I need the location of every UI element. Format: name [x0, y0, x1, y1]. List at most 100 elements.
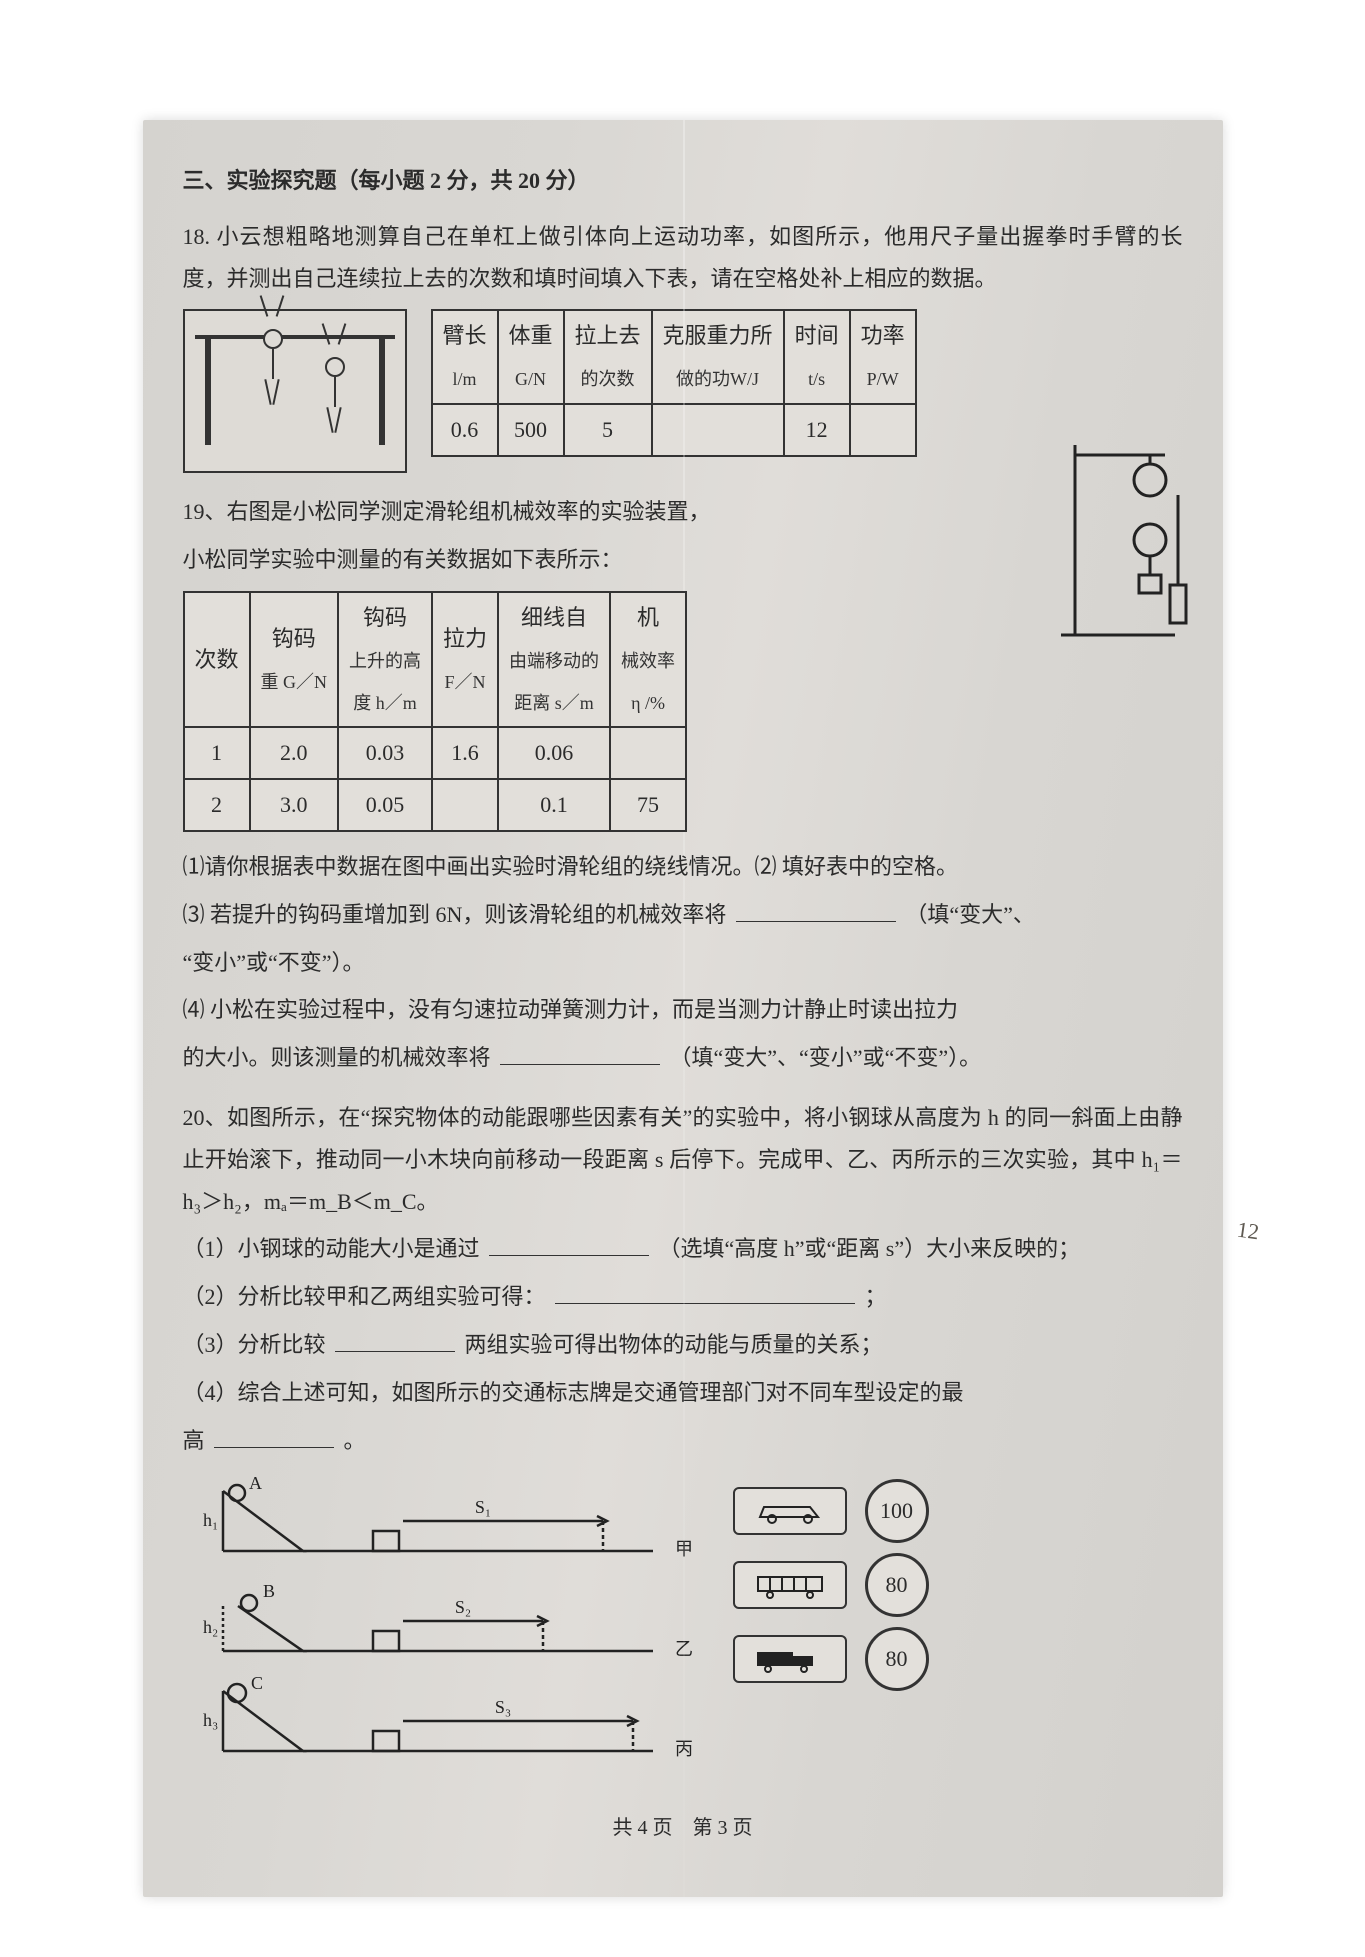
svg-text:甲: 甲: [675, 1539, 693, 1559]
cell: l/m: [453, 369, 477, 389]
cell: 0.05: [338, 779, 432, 831]
cell: 0.6: [432, 404, 498, 456]
q20-q3: （3）分析比较 两组实验可得出物体的动能与质量的关系；: [183, 1324, 1183, 1366]
q19-intro1: 19、右图是小松同学测定滑轮组机械效率的实验装置，: [183, 491, 1183, 533]
q19-intro2: 小松同学实验中测量的有关数据如下表所示：: [183, 539, 1183, 581]
text: （1）小钢球的动能大小是通过: [183, 1236, 480, 1261]
svg-text:S₃: S₃: [494, 1697, 510, 1717]
svg-text:C: C: [251, 1673, 263, 1693]
text: （2）分析比较甲和乙两组实验可得：: [183, 1284, 546, 1309]
svg-text:A: A: [249, 1473, 262, 1493]
cell: 由端移动的: [509, 651, 599, 671]
cell: 距离 s／m: [514, 693, 594, 713]
sign-row: 80: [733, 1553, 993, 1617]
speed-sign: 80: [865, 1553, 929, 1617]
bus-icon: [733, 1561, 847, 1609]
q20-q4: （4）综合上述可知，如图所示的交通标志牌是交通管理部门对不同车型设定的最: [183, 1372, 1183, 1414]
text: （填“变大”、: [905, 902, 1035, 927]
cell: 上升的高: [349, 651, 421, 671]
person-up: [243, 329, 303, 379]
text: （4）综合上述可知，如图所示的交通标志牌是交通管理部门对不同车型设定的最: [183, 1380, 964, 1405]
cell: 3.0: [250, 779, 339, 831]
cell: 钩码: [272, 626, 316, 651]
page-footer: 共 4 页 第 3 页: [183, 1809, 1183, 1847]
cell: 度 h／m: [353, 693, 417, 713]
svg-text:S₂: S₂: [454, 1597, 470, 1617]
q19-p1: ⑴请你根据表中数据在图中画出实验时滑轮组的绕线情况。⑵ 填好表中的空格。: [183, 846, 1183, 888]
cell: 1: [184, 727, 250, 779]
section-title: 三、实验探究题（每小题 2 分，共 20 分）: [183, 160, 1183, 202]
pullup-post-right: [379, 335, 385, 445]
page: 三、实验探究题（每小题 2 分，共 20 分） 18. 小云想粗略地测算自己在单…: [0, 0, 1365, 1957]
cell: η /%: [631, 693, 665, 713]
q20-intro: 20、如图所示，在“探究物体的动能跟哪些因素有关”的实验中，将小钢球从高度为 h…: [183, 1097, 1183, 1222]
sign-row: 100: [733, 1479, 993, 1543]
cell: 臂长: [443, 323, 487, 348]
q19-p3: ⑶ 若提升的钩码重增加到 6N，则该滑轮组的机械效率将 （填“变大”、: [183, 894, 1183, 936]
svg-text:丙: 丙: [675, 1739, 693, 1759]
blank: [489, 1231, 649, 1256]
q19-apparatus: [1055, 435, 1205, 655]
q18-text: 18. 小云想粗略地测算自己在单杠上做引体向上运动功率，如图所示，他用尺子量出握…: [183, 216, 1183, 300]
cell: 械效率: [621, 651, 675, 671]
text: 两组实验可得出物体的动能与质量的关系；: [465, 1332, 883, 1357]
cell: 次数: [195, 647, 239, 672]
speed-sign: 100: [865, 1479, 929, 1543]
cell: 做的功W/J: [676, 369, 759, 389]
cell: 2.0: [250, 727, 339, 779]
q19-p4b: 的大小。则该测量的机械效率将 （填“变大”、“变小”或“不变”）。: [183, 1037, 1183, 1079]
q20-q4b: 高 。: [183, 1420, 1183, 1462]
cell: 拉上去: [575, 323, 641, 348]
scanned-worksheet: 三、实验探究题（每小题 2 分，共 20 分） 18. 小云想粗略地测算自己在单…: [143, 120, 1223, 1897]
table-row: 1 2.0 0.03 1.6 0.06: [184, 727, 687, 779]
cell: G/N: [515, 369, 546, 389]
person-down: [305, 357, 365, 407]
cell: 功率: [861, 323, 905, 348]
svg-text:h₃: h₃: [203, 1710, 218, 1730]
table-row: 次数 钩码重 G／N 钩码上升的高度 h／m 拉力 F／N 细线自由端移动的距离 …: [184, 592, 687, 727]
cell: F／N: [445, 672, 486, 692]
cell: 的次数: [581, 369, 635, 389]
svg-text:h₁: h₁: [203, 1510, 218, 1530]
cell: 0.1: [498, 779, 610, 831]
cell: 1.6: [432, 727, 498, 779]
q20-figures: A h₁ S₁ 甲 B: [183, 1471, 1183, 1785]
cell: 500: [498, 404, 564, 456]
cell: 细线自: [521, 605, 587, 630]
cell: 克服重力所: [663, 323, 773, 348]
q19-p3c: “变小”或“不变”）。: [183, 942, 1183, 984]
q20-q1: （1）小钢球的动能大小是通过 （选填“高度 h”或“距离 s”）大小来反映的；: [183, 1228, 1183, 1270]
blank: [555, 1279, 855, 1304]
cell: t/s: [808, 369, 825, 389]
q20-ramps: A h₁ S₁ 甲 B: [183, 1471, 703, 1785]
pullup-post-left: [205, 335, 211, 445]
svg-text:乙: 乙: [675, 1639, 693, 1659]
q19-block: 19、右图是小松同学测定滑轮组机械效率的实验装置， 小松同学实验中测量的有关数据…: [183, 491, 1183, 1079]
truck-icon: [733, 1635, 847, 1683]
text: （选填“高度 h”或“距离 s”）大小来反映的；: [659, 1236, 1081, 1261]
cell: 拉力: [443, 626, 487, 651]
q20-q2: （2）分析比较甲和乙两组实验可得： ；: [183, 1276, 1183, 1318]
cell: [652, 404, 784, 456]
text: 高: [183, 1428, 205, 1453]
cell: 0.03: [338, 727, 432, 779]
cell: 时间: [795, 323, 839, 348]
q19-table: 次数 钩码重 G／N 钩码上升的高度 h／m 拉力 F／N 细线自由端移动的距离 …: [183, 591, 688, 832]
cell: 机: [637, 605, 659, 630]
cell: [432, 779, 498, 831]
q19-p4a: ⑷ 小松在实验过程中，没有匀速拉动弹簧测力计，而是当测力计静止时读出拉力: [183, 989, 1183, 1031]
cell: 0.06: [498, 727, 610, 779]
cell: 重 G／N: [261, 672, 328, 692]
cell: 钩码: [363, 605, 407, 630]
speed-sign: 80: [865, 1627, 929, 1691]
q18-figure: [183, 309, 407, 473]
cell: 75: [610, 779, 686, 831]
blank: [736, 897, 896, 922]
svg-text:S₁: S₁: [474, 1497, 490, 1517]
cell: 12: [784, 404, 850, 456]
q18-row: 臂长l/m 体重G/N 拉上去的次数 克服重力所做的功W/J 时间t/s 功率P…: [183, 309, 1183, 473]
cell: 2: [184, 779, 250, 831]
table-row: 臂长l/m 体重G/N 拉上去的次数 克服重力所做的功W/J 时间t/s 功率P…: [432, 310, 916, 404]
svg-text:h₂: h₂: [203, 1617, 218, 1637]
sign-row: 80: [733, 1627, 993, 1691]
